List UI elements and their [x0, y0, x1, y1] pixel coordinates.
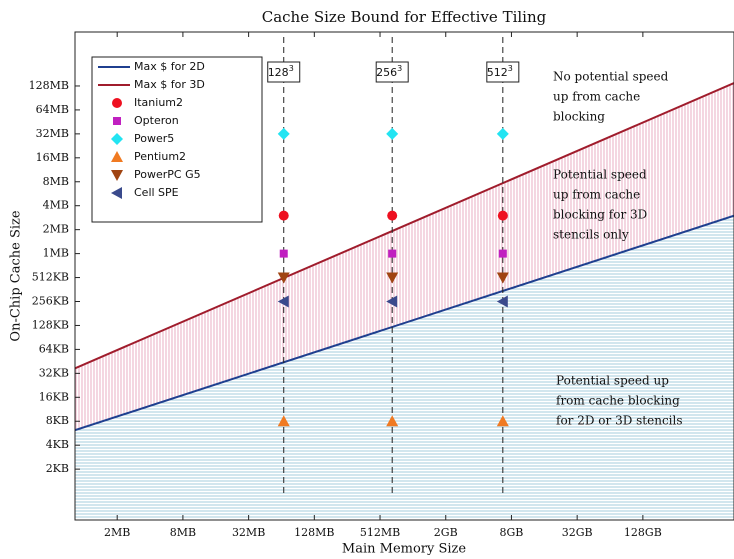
annotation: from cache blocking: [556, 394, 680, 408]
marker: [386, 272, 399, 284]
chart-title: Cache Size Bound for Effective Tiling: [262, 8, 547, 26]
marker: [277, 295, 289, 308]
annotation: Potential speed up: [556, 374, 669, 388]
x-tick-label: 8MB: [170, 526, 196, 539]
y-tick-label: 64KB: [39, 342, 69, 355]
x-tick-label: 32GB: [562, 526, 593, 539]
y-tick-label: 4MB: [43, 199, 69, 212]
marker: [386, 295, 398, 308]
y-tick-label: 32MB: [36, 127, 69, 140]
problem-size-exp: 3: [397, 64, 402, 73]
x-axis-title: Main Memory Size: [342, 542, 466, 557]
legend-label: Max $ for 3D: [134, 78, 205, 91]
y-tick-label: 128MB: [29, 79, 69, 92]
marker: [277, 272, 290, 284]
region-3d: [75, 83, 734, 431]
y-tick-label: 1MB: [43, 247, 69, 260]
legend-marker: [112, 98, 122, 108]
marker: [497, 210, 508, 221]
y-tick-label: 32KB: [39, 366, 69, 379]
legend-marker: [111, 170, 123, 181]
y-tick-label: 8KB: [46, 414, 69, 427]
legend-label: Cell SPE: [134, 186, 179, 199]
marker: [386, 127, 399, 140]
annotation: blocking: [553, 110, 605, 124]
marker: [496, 127, 509, 140]
problem-size-exp: 3: [508, 64, 513, 73]
plot-frame: [74, 31, 734, 521]
y-tick-label: 16KB: [39, 390, 69, 403]
y-tick-label: 16MB: [36, 151, 69, 164]
problem-size-box: [375, 61, 409, 83]
annotation: Potential speed: [553, 168, 647, 182]
y-tick-label: 64MB: [36, 103, 69, 116]
region-2d: [75, 215, 734, 520]
y-tick-label: 512KB: [32, 271, 69, 284]
problem-size-box: [267, 61, 301, 83]
annotation: blocking for 3D: [553, 208, 647, 222]
problem-size-exp: 3: [289, 64, 294, 73]
marker: [496, 295, 508, 308]
x-tick-label: 2MB: [104, 526, 130, 539]
x-tick-label: 32MB: [232, 526, 265, 539]
problem-size-label: 2563: [376, 64, 402, 80]
y-tick-label: 4KB: [46, 438, 69, 451]
y-tick-label: 256KB: [32, 295, 69, 308]
marker: [496, 272, 509, 284]
problem-size-label: 5123: [487, 64, 513, 80]
marker: [386, 415, 399, 427]
plot-area: [75, 82, 734, 520]
annotation: up from cache: [553, 90, 640, 104]
annotation: up from cache: [553, 188, 640, 202]
x-tick-label: 128MB: [294, 526, 334, 539]
marker: [277, 127, 290, 140]
legend-marker: [113, 117, 121, 125]
problem-size-base: 128: [268, 66, 289, 79]
marker: [498, 249, 507, 258]
marker: [279, 249, 288, 258]
y-tick-label: 2KB: [46, 462, 69, 475]
legend-label: Itanium2: [134, 96, 183, 109]
problem-size-box: [486, 61, 520, 83]
problem-size-base: 256: [376, 66, 397, 79]
x-tick-label: 512MB: [360, 526, 400, 539]
legend-label: Opteron: [134, 114, 179, 127]
y-axis-title: On-Chip Cache Size: [9, 210, 24, 341]
x-tick-label: 128GB: [624, 526, 662, 539]
marker: [496, 415, 509, 427]
x-tick-label: 8GB: [500, 526, 524, 539]
x-tick-label: 2GB: [434, 526, 458, 539]
y-tick-label: 128KB: [32, 318, 69, 331]
annotation: for 2D or 3D stencils: [556, 414, 683, 428]
legend-label: Max $ for 2D: [134, 60, 205, 73]
legend-marker: [111, 151, 123, 162]
legend-marker: [111, 187, 122, 199]
marker: [387, 210, 398, 221]
legend-label: Pentium2: [134, 150, 186, 163]
annotation: stencils only: [553, 228, 629, 242]
y-tick-label: 2MB: [43, 223, 69, 236]
problem-size-label: 1283: [268, 64, 294, 80]
legend-marker: [111, 133, 123, 145]
bound-line: [75, 82, 734, 370]
annotation: No potential speed: [553, 70, 669, 84]
bound-line: [75, 214, 734, 432]
marker: [388, 249, 397, 258]
problem-size-base: 512: [487, 66, 508, 79]
marker: [277, 415, 290, 427]
y-tick-label: 8MB: [43, 175, 69, 188]
legend-label: PowerPC G5: [134, 168, 201, 181]
legend-label: Power5: [134, 132, 174, 145]
marker: [278, 210, 289, 221]
